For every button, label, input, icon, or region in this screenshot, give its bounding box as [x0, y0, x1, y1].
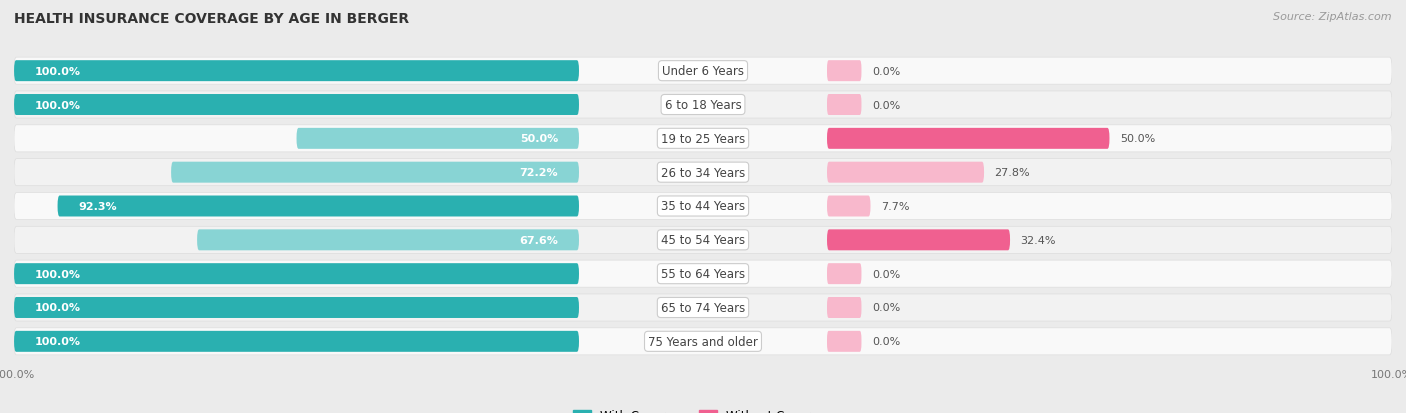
- FancyBboxPatch shape: [827, 61, 862, 82]
- FancyBboxPatch shape: [827, 230, 1010, 251]
- Text: 100.0%: 100.0%: [35, 269, 80, 279]
- FancyBboxPatch shape: [827, 162, 984, 183]
- Text: 0.0%: 0.0%: [872, 303, 900, 313]
- Text: 32.4%: 32.4%: [1021, 235, 1056, 245]
- FancyBboxPatch shape: [14, 261, 1392, 287]
- FancyBboxPatch shape: [14, 328, 1392, 355]
- Text: 45 to 54 Years: 45 to 54 Years: [661, 234, 745, 247]
- FancyBboxPatch shape: [14, 61, 579, 82]
- Text: 72.2%: 72.2%: [520, 168, 558, 178]
- FancyBboxPatch shape: [197, 230, 579, 251]
- FancyBboxPatch shape: [172, 162, 579, 183]
- Text: 50.0%: 50.0%: [1119, 134, 1156, 144]
- FancyBboxPatch shape: [14, 294, 1392, 321]
- Text: 35 to 44 Years: 35 to 44 Years: [661, 200, 745, 213]
- Legend: With Coverage, Without Coverage: With Coverage, Without Coverage: [568, 404, 838, 413]
- FancyBboxPatch shape: [14, 193, 1392, 220]
- FancyBboxPatch shape: [297, 128, 579, 150]
- Text: 19 to 25 Years: 19 to 25 Years: [661, 133, 745, 145]
- FancyBboxPatch shape: [14, 297, 579, 318]
- Text: 67.6%: 67.6%: [519, 235, 558, 245]
- Text: 100.0%: 100.0%: [35, 337, 80, 347]
- Text: 75 Years and older: 75 Years and older: [648, 335, 758, 348]
- Text: 100.0%: 100.0%: [35, 303, 80, 313]
- Text: 0.0%: 0.0%: [872, 337, 900, 347]
- Text: Under 6 Years: Under 6 Years: [662, 65, 744, 78]
- FancyBboxPatch shape: [14, 159, 1392, 186]
- Text: 100.0%: 100.0%: [35, 66, 80, 76]
- Text: 0.0%: 0.0%: [872, 100, 900, 110]
- FancyBboxPatch shape: [14, 331, 579, 352]
- FancyBboxPatch shape: [14, 263, 579, 285]
- FancyBboxPatch shape: [827, 297, 862, 318]
- FancyBboxPatch shape: [827, 128, 1109, 150]
- Text: 0.0%: 0.0%: [872, 66, 900, 76]
- Text: 50.0%: 50.0%: [520, 134, 558, 144]
- FancyBboxPatch shape: [14, 92, 1392, 119]
- Text: 92.3%: 92.3%: [79, 202, 117, 211]
- Text: 100.0%: 100.0%: [35, 100, 80, 110]
- FancyBboxPatch shape: [14, 126, 1392, 152]
- Text: 27.8%: 27.8%: [994, 168, 1031, 178]
- FancyBboxPatch shape: [827, 95, 862, 116]
- Text: 26 to 34 Years: 26 to 34 Years: [661, 166, 745, 179]
- FancyBboxPatch shape: [14, 95, 579, 116]
- FancyBboxPatch shape: [827, 331, 862, 352]
- FancyBboxPatch shape: [14, 58, 1392, 85]
- Text: 0.0%: 0.0%: [872, 269, 900, 279]
- Text: HEALTH INSURANCE COVERAGE BY AGE IN BERGER: HEALTH INSURANCE COVERAGE BY AGE IN BERG…: [14, 12, 409, 26]
- Text: 7.7%: 7.7%: [880, 202, 910, 211]
- Text: 65 to 74 Years: 65 to 74 Years: [661, 301, 745, 314]
- FancyBboxPatch shape: [58, 196, 579, 217]
- Text: 6 to 18 Years: 6 to 18 Years: [665, 99, 741, 112]
- FancyBboxPatch shape: [14, 227, 1392, 254]
- FancyBboxPatch shape: [827, 263, 862, 285]
- FancyBboxPatch shape: [827, 196, 870, 217]
- Text: Source: ZipAtlas.com: Source: ZipAtlas.com: [1274, 12, 1392, 22]
- Text: 55 to 64 Years: 55 to 64 Years: [661, 268, 745, 280]
